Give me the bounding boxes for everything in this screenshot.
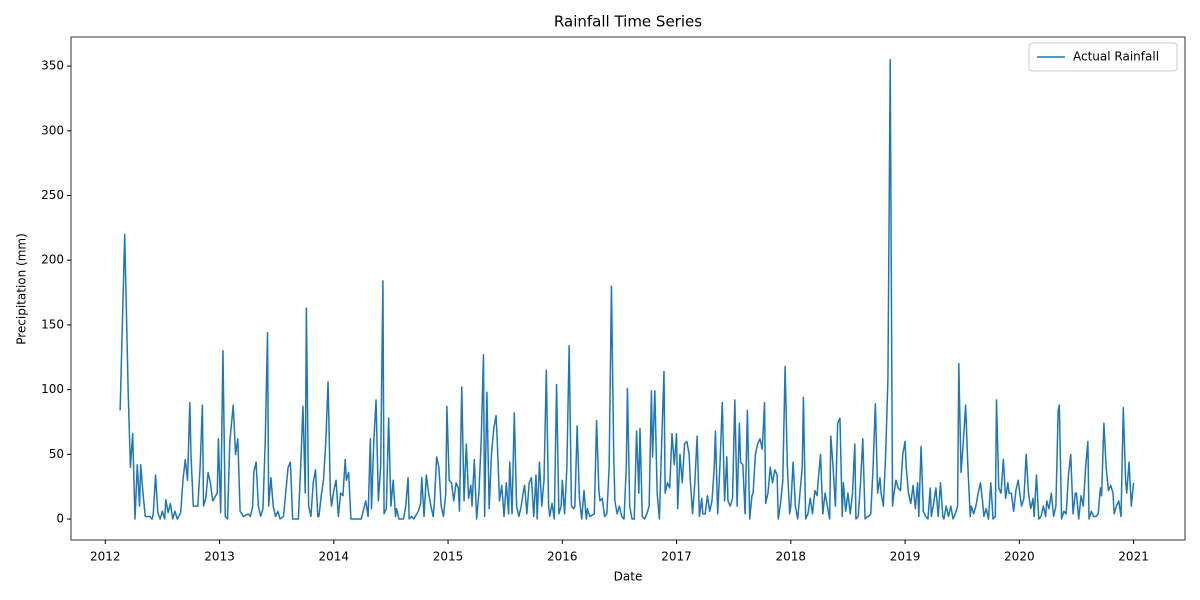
y-tick-label: 0 <box>56 512 64 526</box>
y-tick-label: 350 <box>41 59 64 73</box>
x-tick-label: 2013 <box>204 550 235 564</box>
x-axis-label: Date <box>614 570 643 584</box>
x-tick-label: 2016 <box>547 550 578 564</box>
y-axis-label: Precipitation (mm) <box>15 233 29 345</box>
legend-label: Actual Rainfall <box>1073 50 1159 64</box>
y-tick-label: 200 <box>41 253 64 267</box>
x-tick-label: 2019 <box>890 550 921 564</box>
data-line <box>119 58 1135 520</box>
x-tick-label: 2018 <box>776 550 807 564</box>
x-tick-label: 2014 <box>319 550 350 564</box>
y-tick-label: 300 <box>41 123 64 137</box>
y-tick-label: 50 <box>49 447 64 461</box>
x-tick-label: 2021 <box>1118 550 1149 564</box>
x-tick-label: 2020 <box>1004 550 1035 564</box>
plot-frame <box>70 36 1186 541</box>
y-tick-label: 150 <box>41 317 64 331</box>
chart-title: Rainfall Time Series <box>554 13 702 31</box>
y-tick-label: 100 <box>41 382 64 396</box>
x-tick-label: 2017 <box>661 550 692 564</box>
x-tick-label: 2012 <box>90 550 121 564</box>
x-tick-label: 2015 <box>433 550 464 564</box>
legend-box <box>1028 42 1178 72</box>
y-tick-label: 250 <box>41 188 64 202</box>
